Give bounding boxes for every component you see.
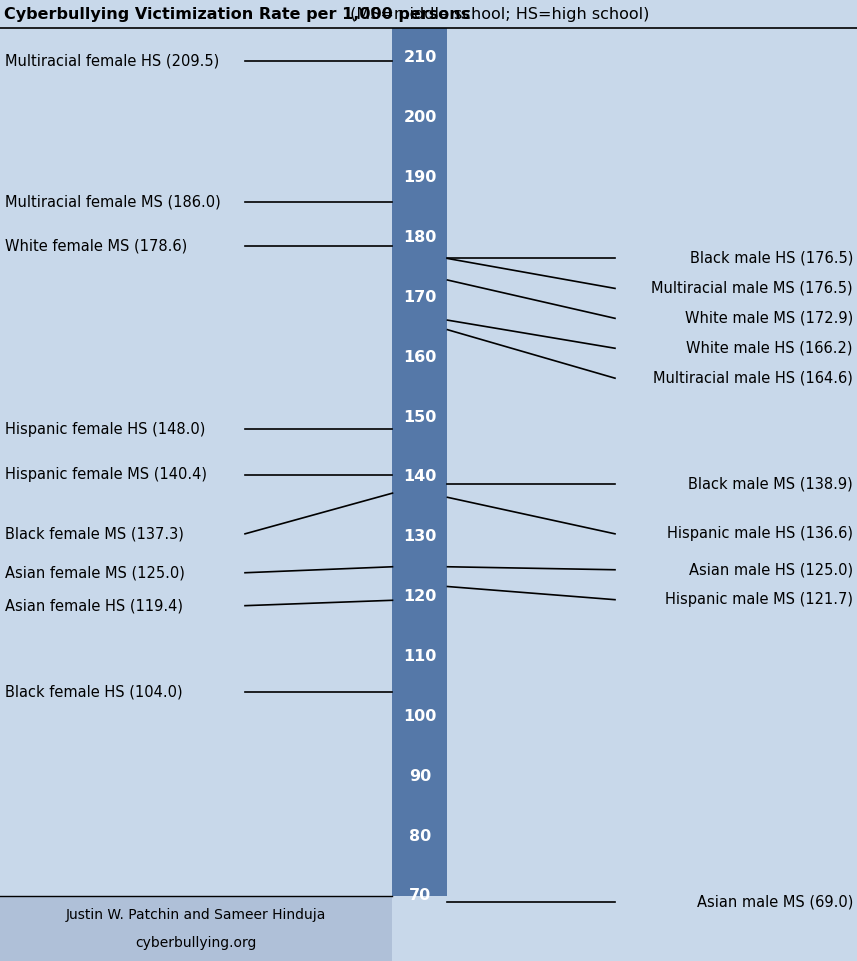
Text: 180: 180 — [404, 230, 437, 245]
Text: Multiracial male MS (176.5): Multiracial male MS (176.5) — [651, 281, 853, 296]
Text: Hispanic male HS (136.6): Hispanic male HS (136.6) — [667, 527, 853, 541]
Text: Black female HS (104.0): Black female HS (104.0) — [5, 685, 183, 700]
Text: White male MS (172.9): White male MS (172.9) — [685, 310, 853, 326]
Text: 210: 210 — [404, 50, 437, 65]
Text: Cyberbullying Victimization Rate per 1,000 persons: Cyberbullying Victimization Rate per 1,0… — [4, 7, 470, 21]
Text: 110: 110 — [404, 649, 437, 664]
Text: White male HS (166.2): White male HS (166.2) — [686, 341, 853, 356]
Text: 170: 170 — [404, 290, 437, 305]
Text: Black male HS (176.5): Black male HS (176.5) — [690, 251, 853, 266]
Text: Hispanic male MS (121.7): Hispanic male MS (121.7) — [665, 592, 853, 607]
Text: Black male MS (138.9): Black male MS (138.9) — [688, 476, 853, 491]
Text: Multiracial female MS (186.0): Multiracial female MS (186.0) — [5, 194, 221, 209]
Bar — [0, 896, 393, 961]
Text: 150: 150 — [404, 409, 437, 425]
Text: Hispanic female MS (140.4): Hispanic female MS (140.4) — [5, 467, 207, 482]
Text: 200: 200 — [404, 111, 437, 125]
Text: 190: 190 — [404, 170, 437, 185]
Text: Asian male MS (69.0): Asian male MS (69.0) — [697, 895, 853, 909]
Text: 100: 100 — [404, 709, 437, 724]
Text: Multiracial male HS (164.6): Multiracial male HS (164.6) — [653, 371, 853, 385]
Bar — [0, 0, 857, 28]
Text: 160: 160 — [404, 350, 437, 365]
Text: 90: 90 — [409, 769, 431, 784]
Text: Asian male HS (125.0): Asian male HS (125.0) — [689, 562, 853, 578]
Text: cyberbullying.org: cyberbullying.org — [135, 936, 257, 949]
Text: (MS=middle school; HS=high school): (MS=middle school; HS=high school) — [345, 7, 650, 21]
Text: 140: 140 — [404, 470, 437, 484]
Text: Hispanic female HS (148.0): Hispanic female HS (148.0) — [5, 422, 206, 436]
Text: 130: 130 — [404, 530, 437, 544]
Text: 80: 80 — [409, 828, 431, 844]
Text: Black female MS (137.3): Black female MS (137.3) — [5, 527, 184, 541]
Text: 70: 70 — [409, 889, 431, 903]
Bar — [393, 28, 447, 896]
Text: White female MS (178.6): White female MS (178.6) — [5, 238, 187, 254]
Text: Asian female MS (125.0): Asian female MS (125.0) — [5, 565, 185, 580]
Text: Asian female HS (119.4): Asian female HS (119.4) — [5, 598, 183, 613]
Text: Justin W. Patchin and Sameer Hinduja: Justin W. Patchin and Sameer Hinduja — [66, 908, 327, 923]
Text: 120: 120 — [404, 589, 437, 604]
Text: Multiracial female HS (209.5): Multiracial female HS (209.5) — [5, 54, 219, 68]
